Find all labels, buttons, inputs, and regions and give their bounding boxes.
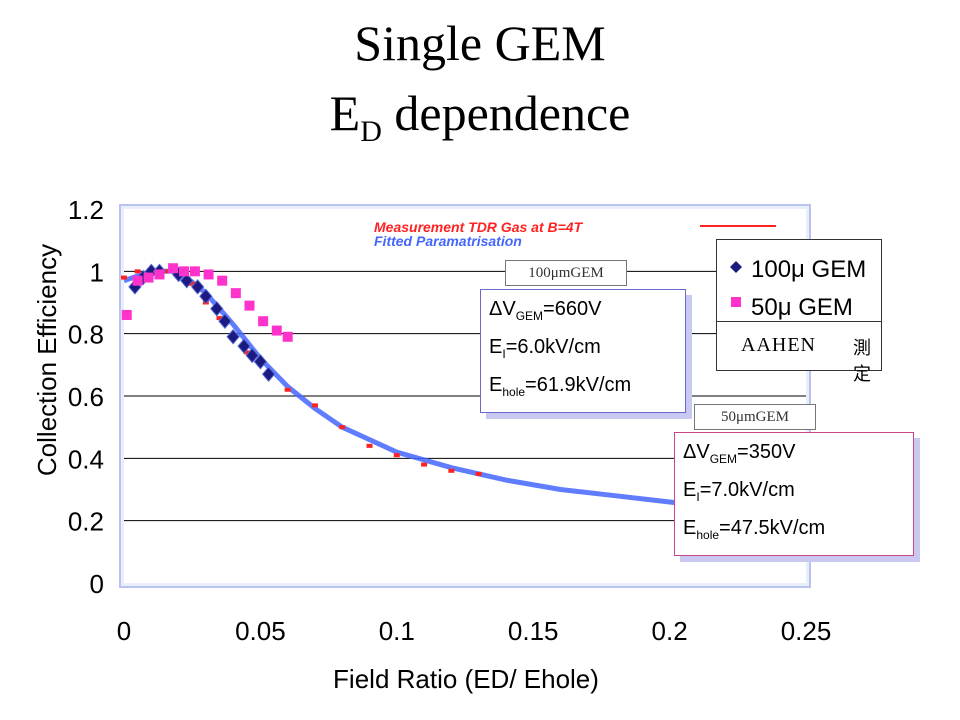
slide-subtitle: ED dependence <box>329 85 631 148</box>
measurement-note: AAHEN 測定 <box>716 321 882 385</box>
measurement-point <box>284 387 291 392</box>
y-tick-label: 0.6 <box>68 382 104 412</box>
x-tick-label: 0.05 <box>235 616 286 646</box>
measurement-point <box>448 468 455 473</box>
data-point-square <box>230 288 241 299</box>
data-point-diamond <box>180 272 194 289</box>
legend: 100μ GEM 50μ GEM <box>716 239 882 327</box>
slide-title: Single GEM <box>354 15 606 71</box>
gem50-params: ΔVGEM=350V EI=7.0kV/cm Ehole=47.5kV/cm <box>674 432 914 556</box>
gem100-label: 100μmGEM <box>505 260 627 286</box>
gem50-param-line: EI=7.0kV/cm <box>683 479 795 504</box>
measurement-point <box>311 403 318 408</box>
data-point-diamond <box>226 329 240 345</box>
data-point-square <box>244 300 255 311</box>
data-point-diamond <box>210 300 224 317</box>
data-point-diamond <box>253 353 268 370</box>
data-point-square <box>121 309 132 320</box>
data-point-square <box>132 275 143 286</box>
data-point-diamond <box>190 279 205 295</box>
data-point-diamond <box>218 313 232 329</box>
background-legend-text: Fitted Paramatrisation <box>374 233 522 249</box>
y-axis-label: Collection Efficiency <box>32 244 62 476</box>
y-tick-label: 0.8 <box>68 320 104 350</box>
y-tick-label: 0.2 <box>68 507 104 537</box>
x-tick-label: 0 <box>117 616 131 646</box>
data-point-square <box>189 266 200 277</box>
data-point-diamond <box>245 347 259 364</box>
measurement-point <box>121 275 127 280</box>
gem100-param-line: EI=6.0kV/cm <box>489 336 601 361</box>
x-tick-label: 0.1 <box>379 616 415 646</box>
x-axis-label: Field Ratio (ED/ Ehole) <box>333 664 599 694</box>
y-tick-label: 0.4 <box>68 444 104 474</box>
data-point-square <box>258 316 269 327</box>
x-tick-label: 0.15 <box>508 616 559 646</box>
data-point-square <box>282 331 293 342</box>
x-tick-label: 0.2 <box>652 616 688 646</box>
measurement-point <box>393 453 400 458</box>
x-tick-label: 0.25 <box>781 616 832 646</box>
data-point-square <box>179 266 190 277</box>
gem100-param-line: Ehole=61.9kV/cm <box>489 374 632 399</box>
measurement-point <box>134 269 141 274</box>
measurement-point <box>421 462 428 467</box>
data-point-diamond <box>199 288 213 305</box>
gem50-param-line: ΔVGEM=350V <box>683 441 796 466</box>
y-tick-label: 0 <box>90 569 104 599</box>
data-point-diamond <box>261 366 276 382</box>
diamond-marker-icon <box>730 261 742 273</box>
gem100-param-line: ΔVGEM=660V <box>489 298 602 323</box>
measurement-point <box>216 316 223 321</box>
gem50-label: 50μmGEM <box>694 404 816 430</box>
square-marker-icon <box>731 297 741 307</box>
measurement-point <box>243 350 250 355</box>
data-point-square <box>154 269 165 280</box>
y-tick-label: 1 <box>90 257 104 287</box>
background-legend-text: Measurement TDR Gas at B=4T <box>374 219 584 235</box>
measurement-point <box>366 443 373 448</box>
data-point-square <box>168 263 179 274</box>
measurement-point <box>189 281 196 286</box>
measurement-point <box>475 471 482 476</box>
data-point-square <box>203 269 214 280</box>
y-tick-label: 1.2 <box>68 195 104 225</box>
gem50-param-line: Ehole=47.5kV/cm <box>683 517 826 542</box>
gem100-params: ΔVGEM=660V EI=6.0kV/cm Ehole=61.9kV/cm <box>480 289 686 413</box>
data-point-diamond <box>237 338 251 354</box>
data-point-square <box>271 325 282 336</box>
data-point-square <box>217 275 228 286</box>
measurement-point <box>339 425 346 430</box>
data-point-square <box>143 272 154 283</box>
